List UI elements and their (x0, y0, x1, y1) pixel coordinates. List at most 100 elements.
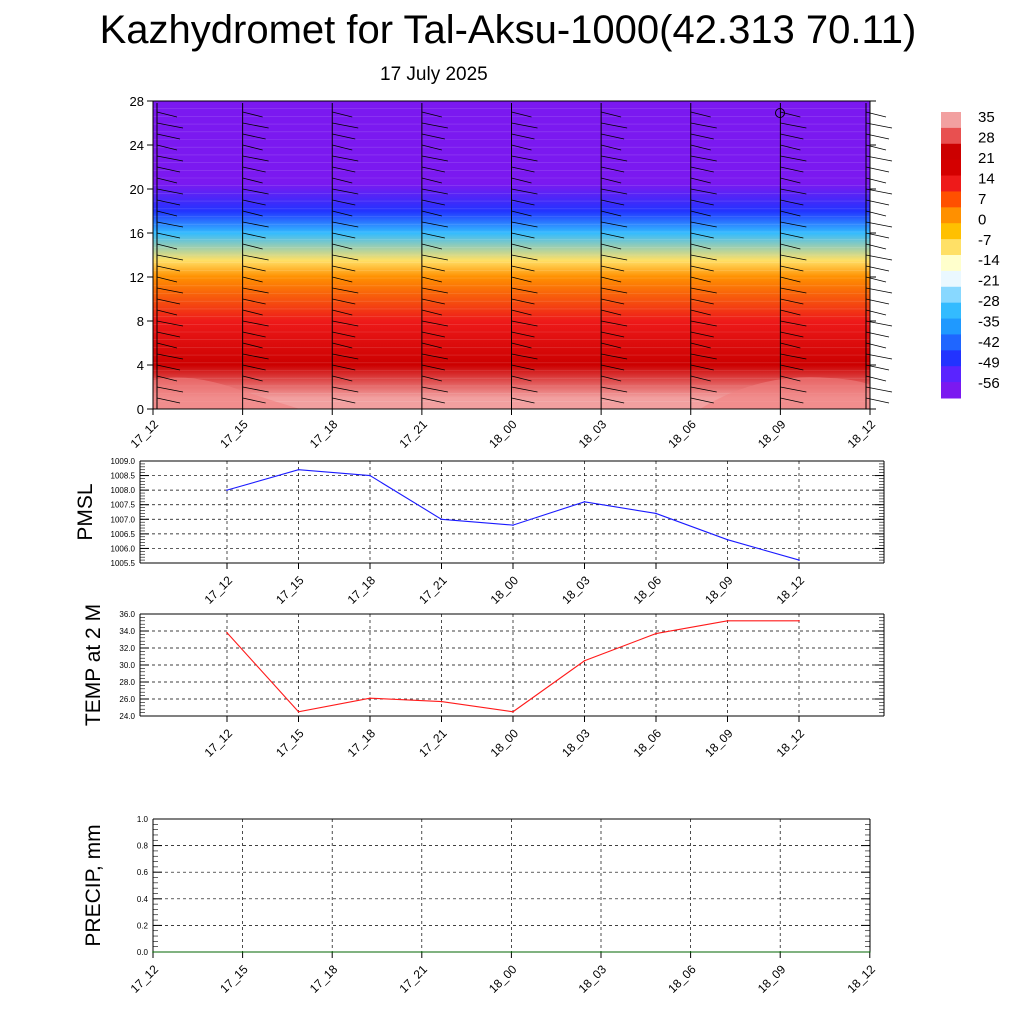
x-tick-label: 18_09 (755, 417, 789, 451)
wind-barb (332, 232, 356, 239)
colorbar-box (941, 127, 961, 145)
wind-barb (332, 364, 356, 371)
wind-barb (156, 364, 181, 371)
wind-barb (242, 232, 266, 239)
colorbar-label: -49 (978, 355, 1000, 372)
wind-barb (156, 397, 181, 404)
wind-barb (511, 397, 535, 404)
wind-barb (601, 298, 625, 305)
wind-barb (156, 232, 181, 239)
y-tick-label: 30.0 (119, 661, 135, 670)
wind-barb (156, 144, 178, 151)
precip-point (600, 951, 602, 953)
wind-barb (421, 287, 448, 294)
wind-barb (421, 232, 445, 239)
wind-barb (242, 111, 263, 118)
wind-barb (690, 232, 714, 239)
colorbar-box (941, 175, 961, 192)
wind-barb (865, 276, 887, 283)
temp-point (655, 632, 657, 635)
x-tick-label: 18_12 (844, 962, 878, 996)
wind-barb (511, 320, 538, 327)
temp-point (297, 710, 300, 713)
y-tick-label: 12 (130, 270, 144, 285)
wind-barb (601, 364, 625, 371)
wind-barb (780, 254, 807, 261)
x-tick-label: 18_00 (488, 726, 522, 760)
colorbar-box (941, 191, 961, 208)
wind-barb (780, 298, 804, 305)
wind-barb (780, 210, 801, 217)
wind-barb-column (156, 103, 184, 409)
wind-barb (421, 342, 442, 349)
colorbar-box (941, 286, 961, 304)
heatmap-panel: 0 4 8 12 16 20 24 28 17_12 17_15 17_18 17_21 18_00 18… (128, 94, 893, 451)
wind-barb (601, 166, 625, 173)
wind-barb (421, 166, 445, 173)
colorbar-label: 0 (978, 211, 986, 228)
wind-barb (511, 375, 532, 382)
wind-barb (601, 353, 628, 360)
wind-barb (601, 386, 628, 393)
precip-point (779, 951, 781, 953)
pmsl-point (798, 559, 800, 561)
wind-barb (332, 221, 359, 228)
wind-barb (511, 364, 535, 371)
y-tick-label: 1007.0 (111, 515, 136, 524)
wind-barb (156, 133, 181, 140)
wind-barb (332, 144, 353, 151)
x-tick-label: 17_18 (307, 417, 341, 451)
wind-barb (780, 188, 807, 195)
wind-barb (242, 122, 269, 129)
wind-barb (690, 133, 714, 140)
wind-barb (332, 342, 353, 349)
wind-barb (601, 122, 628, 129)
wind-barb (511, 155, 538, 162)
wind-barb (865, 144, 887, 151)
wind-barb (242, 320, 269, 327)
wind-barb (601, 155, 628, 162)
wind-barb (601, 375, 622, 382)
wind-barb (421, 276, 442, 283)
wind-barb (601, 342, 622, 349)
wind-barb (421, 144, 442, 151)
colorbar-box (941, 270, 961, 288)
wind-barb (242, 243, 263, 250)
colorbar-box (941, 143, 961, 161)
wind-barb (601, 331, 625, 338)
wind-barb (156, 122, 184, 129)
wind-barb (780, 177, 801, 184)
wind-barb (780, 221, 807, 228)
x-tick-label: 18_09 (755, 962, 789, 996)
y-tick-label: 1007.5 (111, 501, 136, 510)
y-tick-label: 1008.0 (111, 486, 136, 495)
temp-point (369, 697, 371, 699)
wind-barb (601, 276, 622, 283)
wind-barb (421, 309, 442, 316)
x-tick-label: 17_18 (345, 573, 379, 607)
wind-barb (511, 210, 532, 217)
y-tick-label: 28.0 (119, 678, 135, 687)
wind-barb (780, 309, 801, 316)
wind-barb (601, 199, 625, 206)
y-tick-label: 16 (130, 226, 144, 241)
wind-barb (780, 133, 804, 140)
wind-barb (601, 309, 622, 316)
wind-barb (780, 375, 801, 382)
x-tick-label: 18_12 (845, 417, 879, 451)
colorbar-box (941, 112, 961, 129)
y-tick-label: 26.0 (119, 695, 135, 704)
wind-barb (865, 309, 887, 316)
pmsl-point (297, 468, 300, 471)
wind-barb (780, 397, 804, 404)
wind-barb (242, 276, 263, 283)
pmsl-point (512, 524, 514, 526)
wind-barb (601, 265, 625, 272)
pmsl-point (226, 489, 228, 491)
y-tick-label: 0.4 (137, 895, 149, 904)
precip-point (510, 951, 513, 953)
wind-barb (242, 166, 266, 173)
x-tick-label: 18_12 (774, 573, 808, 607)
wind-barb (690, 353, 717, 360)
wind-barb (601, 210, 622, 217)
